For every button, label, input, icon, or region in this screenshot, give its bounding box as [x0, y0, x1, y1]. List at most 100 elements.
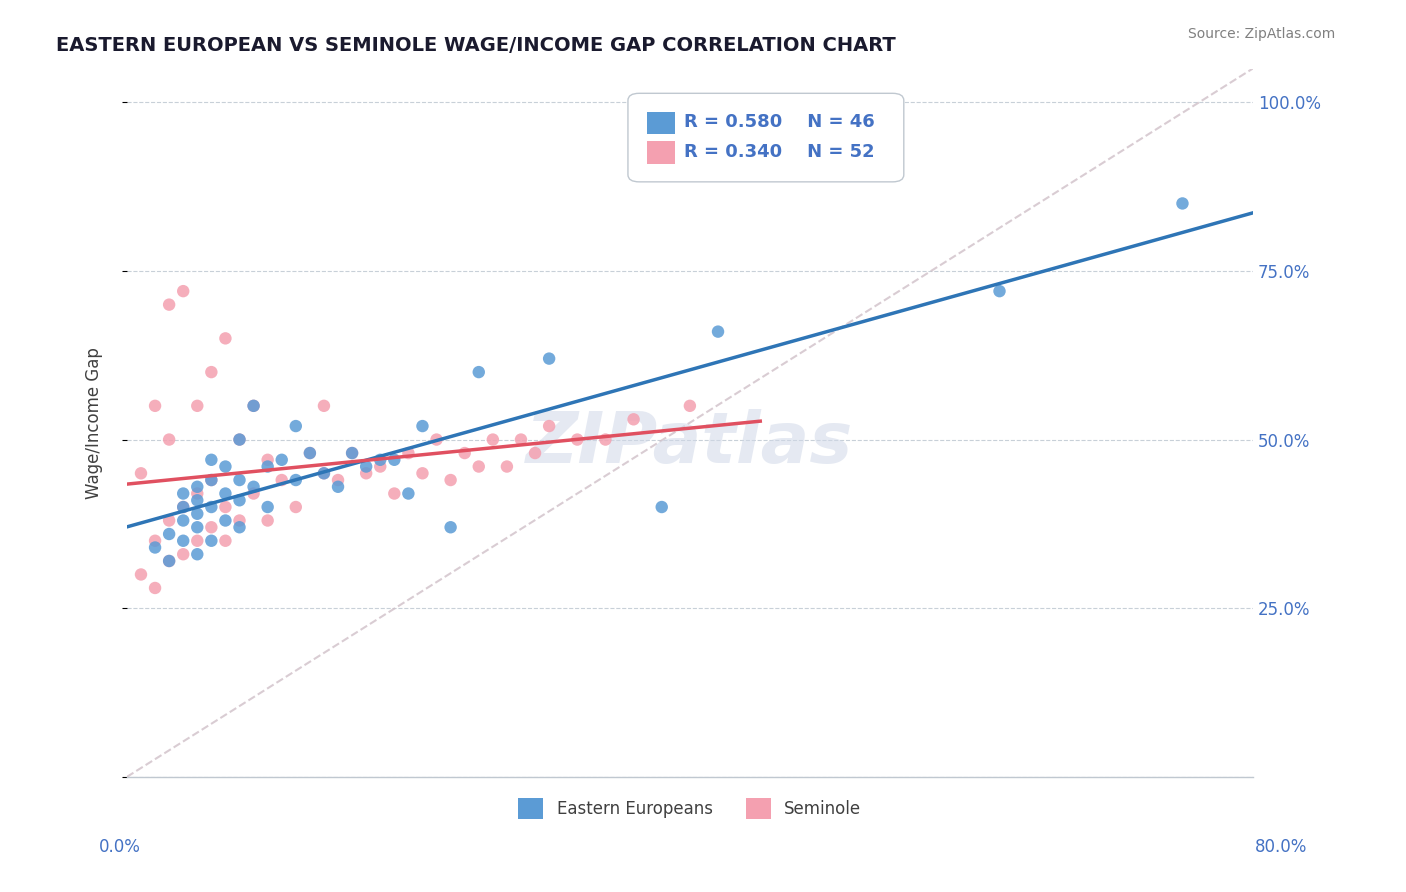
Point	[256, 514, 278, 528]
Point	[284, 419, 307, 434]
Point	[242, 399, 264, 413]
Point	[143, 541, 166, 555]
FancyBboxPatch shape	[647, 112, 675, 135]
Point	[129, 467, 152, 481]
Point	[326, 480, 349, 494]
Point	[538, 419, 561, 434]
Point	[228, 433, 250, 447]
Point	[228, 433, 250, 447]
Point	[538, 351, 561, 366]
Point	[186, 507, 208, 521]
Point	[242, 399, 264, 413]
Point	[200, 473, 222, 487]
Point	[228, 473, 250, 487]
Point	[200, 452, 222, 467]
Point	[157, 298, 180, 312]
Point	[186, 533, 208, 548]
Point	[1171, 196, 1194, 211]
Point	[186, 480, 208, 494]
Point	[340, 446, 363, 460]
Point	[172, 486, 194, 500]
Point	[312, 399, 335, 413]
Point	[411, 419, 433, 434]
Text: R = 0.340    N = 52: R = 0.340 N = 52	[685, 143, 875, 161]
Point	[157, 433, 180, 447]
Text: EASTERN EUROPEAN VS SEMINOLE WAGE/INCOME GAP CORRELATION CHART: EASTERN EUROPEAN VS SEMINOLE WAGE/INCOME…	[56, 36, 896, 54]
Point	[186, 547, 208, 561]
Point	[298, 446, 321, 460]
Point	[368, 459, 391, 474]
Point	[200, 365, 222, 379]
Point	[172, 500, 194, 514]
Point	[340, 446, 363, 460]
Point	[228, 514, 250, 528]
Point	[312, 467, 335, 481]
Point	[651, 500, 673, 514]
Point	[284, 473, 307, 487]
Point	[200, 533, 222, 548]
FancyBboxPatch shape	[647, 142, 675, 164]
Text: Source: ZipAtlas.com: Source: ZipAtlas.com	[1188, 27, 1336, 41]
Point	[214, 486, 236, 500]
Point	[270, 452, 292, 467]
Point	[172, 500, 194, 514]
Point	[143, 399, 166, 413]
Point	[200, 520, 222, 534]
Point	[312, 467, 335, 481]
Point	[623, 412, 645, 426]
Point	[172, 533, 194, 548]
Point	[186, 493, 208, 508]
Point	[411, 467, 433, 481]
Point	[256, 452, 278, 467]
Point	[482, 433, 505, 447]
Point	[214, 459, 236, 474]
Point	[382, 486, 405, 500]
Point	[186, 520, 208, 534]
Text: ZIPatlas: ZIPatlas	[526, 409, 853, 478]
Point	[256, 459, 278, 474]
Point	[396, 446, 419, 460]
Point	[988, 284, 1011, 298]
Y-axis label: Wage/Income Gap: Wage/Income Gap	[86, 347, 103, 499]
Legend: Eastern Europeans, Seminole: Eastern Europeans, Seminole	[512, 791, 868, 825]
Point	[157, 554, 180, 568]
Point	[143, 533, 166, 548]
Point	[468, 365, 491, 379]
Point	[468, 459, 491, 474]
Point	[524, 446, 547, 460]
Point	[595, 433, 617, 447]
Point	[679, 399, 702, 413]
Point	[186, 486, 208, 500]
Point	[284, 500, 307, 514]
Point	[172, 284, 194, 298]
Point	[143, 581, 166, 595]
Point	[354, 459, 377, 474]
Point	[214, 533, 236, 548]
Point	[326, 473, 349, 487]
Point	[496, 459, 519, 474]
Point	[214, 331, 236, 345]
Point	[707, 325, 730, 339]
Point	[396, 486, 419, 500]
Point	[354, 467, 377, 481]
Point	[270, 473, 292, 487]
Point	[172, 514, 194, 528]
Point	[425, 433, 447, 447]
Point	[567, 433, 589, 447]
Text: R = 0.580    N = 46: R = 0.580 N = 46	[685, 112, 875, 130]
Point	[129, 567, 152, 582]
Text: 0.0%: 0.0%	[98, 838, 141, 855]
Point	[228, 520, 250, 534]
Point	[214, 514, 236, 528]
Point	[256, 500, 278, 514]
Point	[172, 547, 194, 561]
Point	[157, 514, 180, 528]
Point	[214, 500, 236, 514]
Point	[157, 527, 180, 541]
Point	[439, 520, 461, 534]
Point	[200, 473, 222, 487]
Point	[242, 486, 264, 500]
Point	[510, 433, 533, 447]
Point	[186, 399, 208, 413]
Text: 80.0%: 80.0%	[1256, 838, 1308, 855]
